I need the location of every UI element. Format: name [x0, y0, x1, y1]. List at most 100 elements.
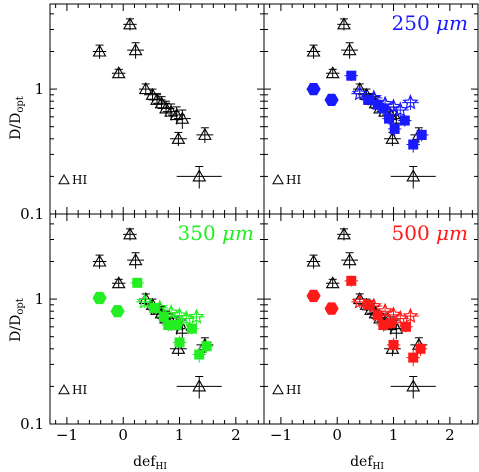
y-tick-label: 0.1 [20, 205, 44, 223]
y-axis-label-sub: opt [15, 298, 26, 314]
hi-point [159, 101, 173, 114]
hi-legend-marker [272, 383, 284, 395]
band-point-square [385, 318, 396, 329]
hi-point [337, 17, 351, 30]
band-point-star [351, 293, 368, 309]
hi-point [325, 66, 340, 79]
wavelength-value: 350 [178, 221, 223, 245]
hi-point [406, 169, 421, 182]
panel-wavelength-label: 350 μm [178, 221, 255, 245]
x-tick-label: 2 [231, 426, 241, 444]
y-axis-label-main: D/D [8, 315, 24, 342]
band-point-square [389, 123, 400, 134]
band-point-square [346, 70, 357, 81]
panel-2: HI 250 μm [264, 4, 478, 215]
band-point-star [402, 94, 419, 110]
wavelength-unit: μm [436, 11, 468, 35]
y-tick-label: 1 [34, 290, 44, 308]
x-axis-label-main: def [133, 454, 157, 470]
hi-legend-label: HI [72, 383, 87, 397]
band-point-star [365, 297, 383, 313]
hi-point [154, 96, 169, 109]
x-axis-label-main: def [350, 454, 374, 470]
hi-point [123, 17, 137, 30]
band-point-square [415, 343, 426, 354]
hi-point [111, 276, 126, 289]
x-tick-label: 2 [445, 426, 455, 444]
panel-3: 0.1 1 −1 0 1 2 HI 350 μm [20, 214, 264, 444]
hi-point [111, 66, 126, 79]
band-point-star [351, 85, 368, 101]
hi-point [128, 43, 143, 56]
band-point-hexagon [324, 93, 339, 106]
band-point-square [416, 129, 427, 140]
y-tick-label: 0.1 [20, 415, 44, 433]
band-point-hexagon [306, 289, 321, 303]
band-point-star [392, 101, 409, 117]
band-point-square [399, 115, 410, 126]
x-axis-label-right: defHI [350, 454, 384, 472]
hi-point [123, 227, 137, 240]
x-axis-label-sub: HI [156, 462, 168, 472]
y-axis-label-sub: opt [15, 96, 26, 112]
hi-point [171, 131, 186, 144]
wavelength-value: 500 [392, 221, 437, 245]
hi-point [197, 127, 212, 140]
y-tick-label: 1 [34, 80, 44, 98]
x-tick-label: −1 [270, 426, 292, 444]
hi-point [164, 104, 179, 117]
band-point-hexagon [324, 302, 339, 315]
band-point-star [402, 307, 419, 324]
band-point-square [346, 275, 357, 286]
x-tick-label: 0 [332, 426, 342, 444]
panel-1: 0.1 1 HI [20, 4, 264, 223]
y-axis-label-top: D/Dopt [8, 96, 26, 140]
hi-point [175, 111, 190, 124]
band-point-square [186, 323, 197, 334]
hi-point [406, 379, 421, 392]
y-axis-label-bottom: D/Dopt [8, 298, 26, 342]
band-point-square [388, 339, 399, 350]
hi-legend-marker [58, 383, 70, 395]
wavelength-unit: μm [436, 221, 468, 245]
band-point-star [151, 299, 169, 315]
band-point-star [188, 308, 205, 324]
panel-wavelength-label: 250 μm [392, 11, 469, 35]
hi-point [92, 254, 107, 267]
band-point-square [384, 113, 395, 124]
band-point-hexagon [306, 83, 321, 96]
band-point-square [408, 139, 419, 150]
hi-point [92, 44, 107, 57]
band-point-star [385, 306, 402, 322]
panel-4: −1 0 1 2 HI 500 μm [264, 214, 478, 444]
hi-point [337, 227, 351, 240]
band-point-hexagon [92, 291, 107, 305]
x-tick-label: −1 [56, 426, 78, 444]
hi-point [192, 169, 207, 182]
plot-area: 0.1 1 HI HI 250 μm 0.1 1 −1 0 1 2 HI 350 μm −1 0 1 2 HI 50… [20, 4, 478, 444]
wavelength-value: 250 [392, 11, 437, 35]
hi-point [306, 254, 321, 267]
hi-legend-marker [58, 173, 70, 185]
hi-point [138, 81, 153, 95]
panel-wavelength-label: 500 μm [392, 221, 469, 245]
band-point-square [132, 277, 143, 288]
hi-legend-marker [272, 173, 284, 185]
x-tick-label: 1 [175, 426, 185, 444]
x-axis-label-sub: HI [373, 462, 385, 472]
band-point-hexagon [110, 305, 125, 318]
hi-point [342, 43, 357, 56]
y-axis-label-main: D/D [8, 113, 24, 140]
hi-point [385, 131, 400, 144]
hi-legend-label: HI [72, 173, 87, 187]
wavelength-unit: μm [222, 221, 254, 245]
hi-point [325, 276, 340, 289]
band-point-star [365, 89, 383, 105]
x-tick-label: 1 [389, 426, 399, 444]
band-point-square [201, 341, 212, 352]
band-point-square [408, 352, 419, 363]
band-point-square [194, 349, 205, 360]
hi-point [171, 341, 186, 354]
hi-point [342, 253, 357, 266]
